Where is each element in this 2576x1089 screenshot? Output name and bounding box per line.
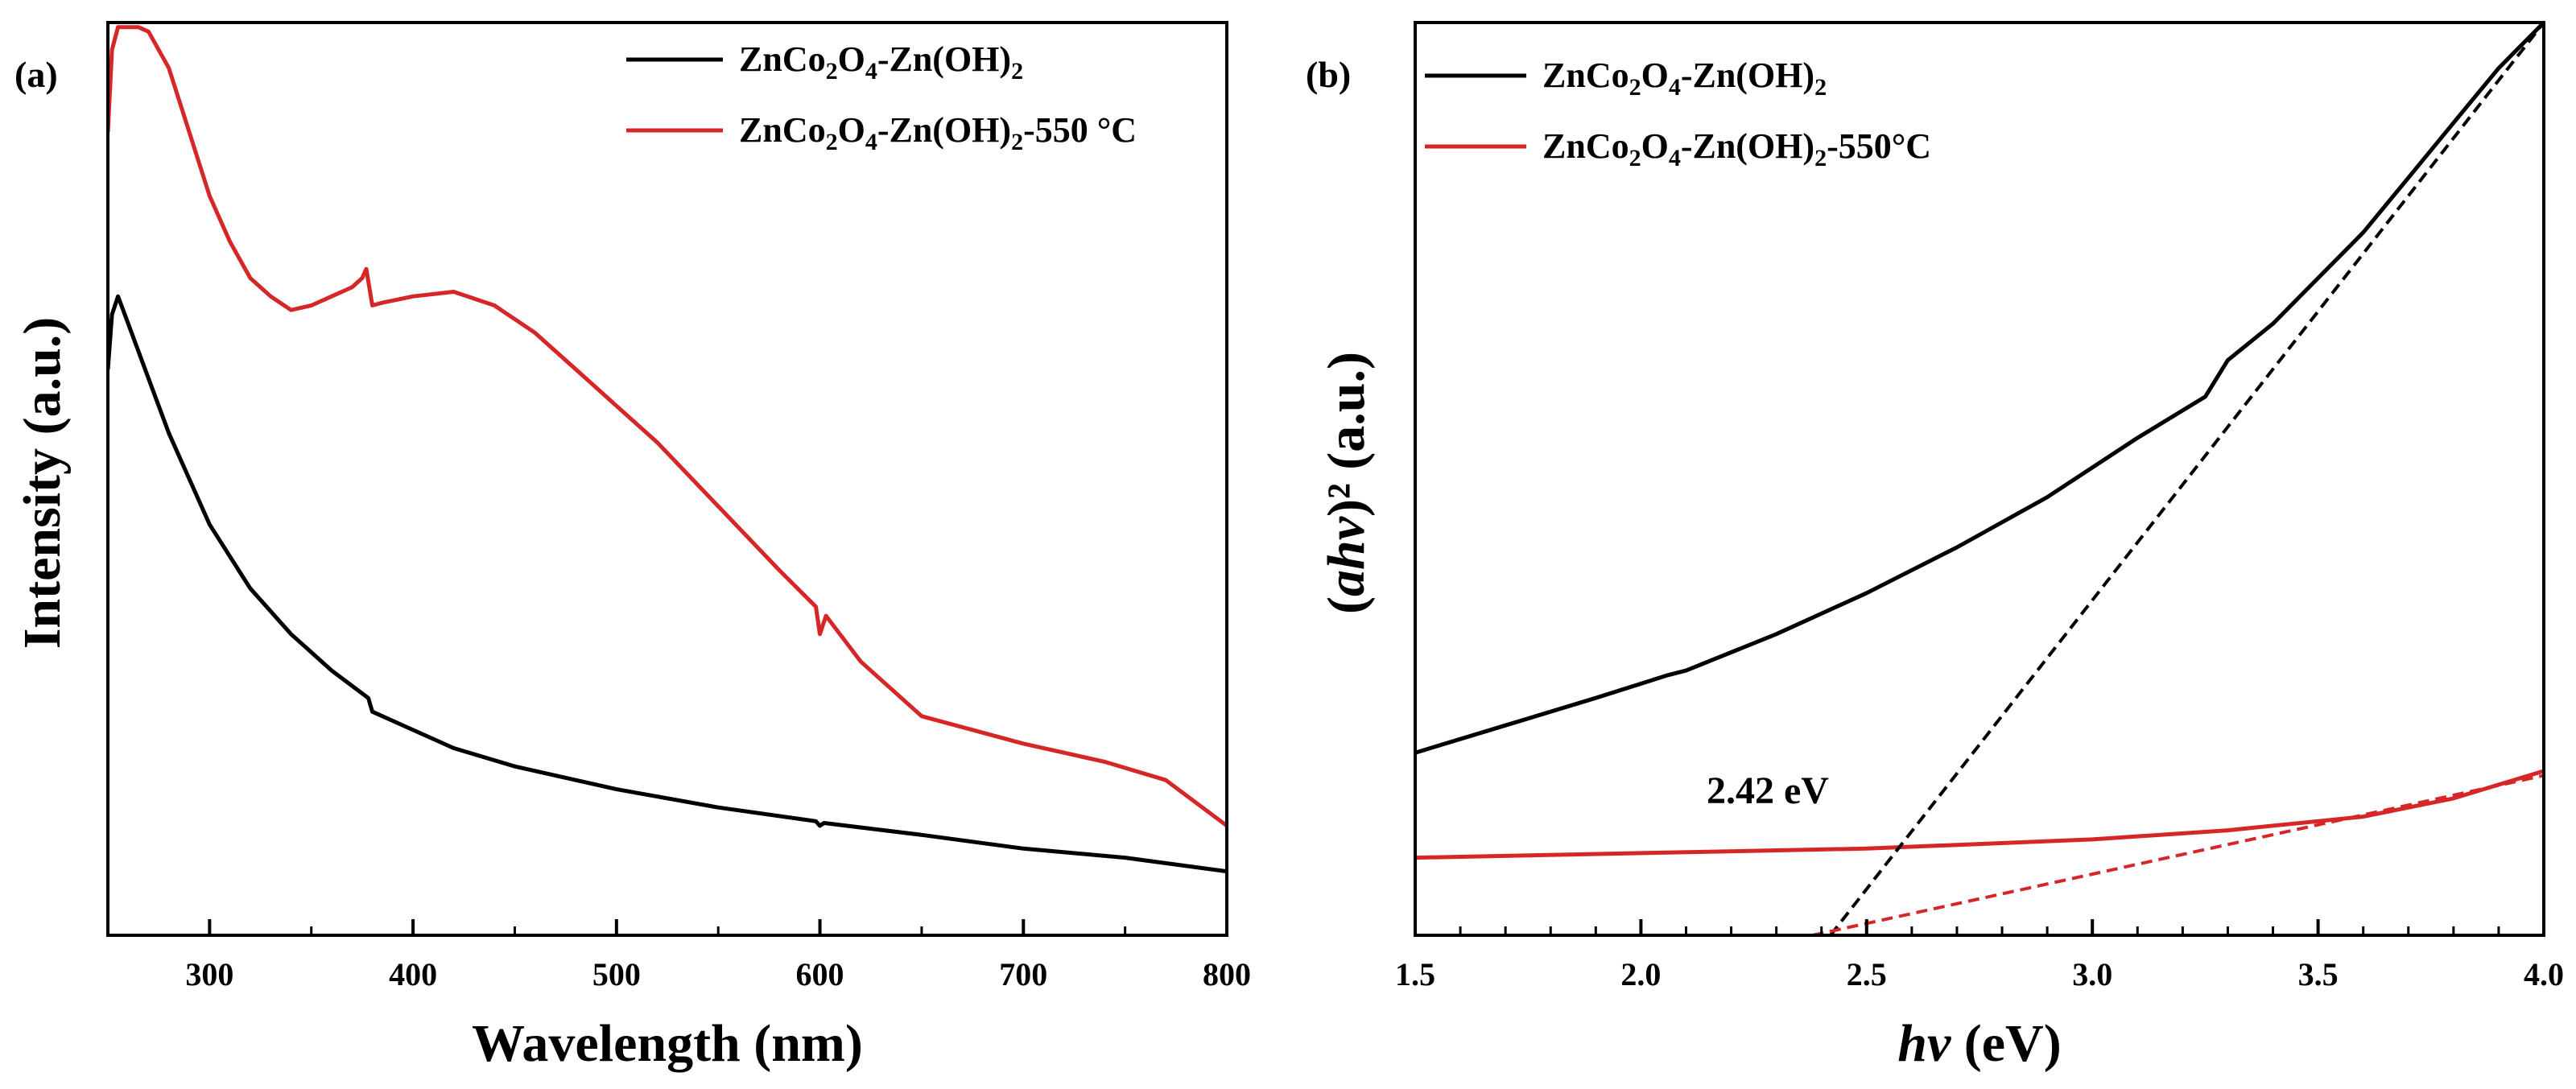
legend-1-run-6: -550 °C [1023,110,1137,150]
x-tick-label: 600 [796,956,844,992]
x-axis-title: Wavelength (nm) [472,1014,863,1073]
panel-label: (a) [14,54,58,95]
legend-1-run-5: 2 [1011,129,1023,155]
legend-1-run-4: -Zn(OH) [877,110,1011,150]
x-tick-label: 300 [185,956,233,992]
x-tick-label: 800 [1203,956,1251,992]
legend-0-run-1: 2 [826,58,838,85]
legend-1-run-5: 2 [1814,145,1827,171]
legend-0-run-3: 4 [865,58,877,85]
series-line-black [1415,23,2544,755]
legend-0-run-4: -Zn(OH) [877,39,1011,79]
series-line-red [108,25,1227,827]
legend-1-run-1: 2 [1629,145,1641,171]
legend-label-black: ZnCo2O4-Zn(OH)2 [1542,56,1827,101]
x-axis-title-italic: hv [1897,1014,1951,1073]
plot-frame [1414,21,2545,937]
legend-1-run-0: ZnCo [1542,126,1629,166]
legend-0-run-2: O [1641,56,1669,95]
x-tick-label: 500 [592,956,641,992]
legend-1-run-4: -Zn(OH) [1681,126,1814,166]
legend-1-run-0: ZnCo [739,110,826,150]
legend-label-black: ZnCo2O4-Zn(OH)2 [739,39,1023,85]
x-tick-label: 400 [389,956,437,992]
legend-1-run-3: 4 [1669,145,1681,171]
x-axis-title: hv (eV) [1897,1014,2061,1073]
legend-0-run-5: 2 [1814,74,1827,101]
y-title-italic: ahv [1317,516,1376,596]
panel-a: 300 400 500 600 700 800 Wavelength (nm) Intensi… [13,21,1251,1073]
panel-label: (b) [1306,54,1351,95]
legend-0-run-2: O [838,39,865,79]
x-tick-label: 2.5 [1847,956,1887,992]
series-line-red [1415,769,2544,860]
x-tick-label: 2.0 [1620,956,1661,992]
x-tick-label: 1.5 [1395,956,1435,992]
y-title-open: ( [1317,596,1376,614]
y-axis-title: (ahv)² (a.u.) [1317,352,1376,614]
legend-0-run-4: -Zn(OH) [1681,56,1814,95]
series-line-black [108,294,1227,874]
legend-1-run-3: 4 [865,129,877,155]
legend-0-run-1: 2 [1629,74,1641,101]
x-tick-label: 3.0 [2072,956,2112,992]
plot-frame [106,21,1228,937]
legend-1-run-1: 2 [826,129,838,155]
legend-1-run-6: -550°C [1827,126,1931,166]
bandgap-annotation: 2.42 eV [1707,769,1829,812]
legend-1-run-2: O [1641,126,1669,166]
y-title-rest: )² (a.u.) [1317,352,1376,517]
x-tick-label: 3.5 [2298,956,2339,992]
tangent-line-red [1812,773,2544,935]
tangent-line-black [1829,23,2544,935]
legend-0-run-0: ZnCo [1542,56,1629,95]
panel-b: 1.5 2.0 2.5 3.0 3.5 4.0 hv (eV) (ahv)² (a.u.) (b… [1306,21,2564,1073]
x-tick-label: 700 [999,956,1047,992]
legend-0-run-3: 4 [1669,74,1681,101]
y-axis-title: Intensity (a.u.) [13,317,72,650]
legend-label-red: ZnCo2O4-Zn(OH)2-550°C [1542,126,1931,171]
x-tick-label: 4.0 [2524,956,2564,992]
x-axis-title-unit: (eV) [1951,1014,2061,1073]
legend-label-red: ZnCo2O4-Zn(OH)2-550 °C [739,110,1137,155]
legend-1-run-2: O [838,110,865,150]
legend-0-run-5: 2 [1011,58,1023,85]
legend-0-run-0: ZnCo [739,39,826,79]
